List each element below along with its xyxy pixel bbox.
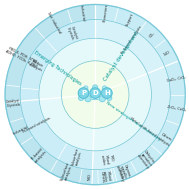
- Circle shape: [85, 96, 91, 102]
- Circle shape: [79, 95, 84, 100]
- Circle shape: [84, 86, 88, 90]
- Circle shape: [61, 61, 129, 128]
- Circle shape: [101, 88, 112, 98]
- Text: Mixed
oxides: Mixed oxides: [102, 170, 112, 183]
- Circle shape: [90, 88, 100, 98]
- Circle shape: [93, 85, 98, 90]
- Text: Promoters: Promoters: [103, 3, 109, 22]
- Text: Catalyst
Crystals: Catalyst Crystals: [5, 98, 21, 108]
- Text: New strategies and chemistry: New strategies and chemistry: [105, 101, 161, 141]
- Text: Subsurface
catalysis: Subsurface catalysis: [70, 147, 84, 168]
- Wedge shape: [95, 19, 165, 74]
- Text: IMO: IMO: [87, 174, 92, 180]
- Text: Catalyst
Crystals: Catalyst Crystals: [65, 25, 78, 41]
- Text: Industrial: Industrial: [12, 125, 29, 136]
- Text: Industrial: Industrial: [79, 4, 86, 22]
- Text: Pt-based catalysts: Pt-based catalysts: [121, 25, 143, 55]
- Text: FBD-4, PDH, STAR,
ADHO, FCDh, K-PRO: FBD-4, PDH, STAR, ADHO, FCDh, K-PRO: [4, 45, 39, 69]
- Text: Pt-based
catalysts: Pt-based catalysts: [30, 146, 47, 164]
- Text: ZrO₂, CeO₂: ZrO₂, CeO₂: [167, 105, 186, 112]
- Text: Others: Others: [117, 167, 124, 179]
- Text: P: P: [81, 90, 86, 96]
- Text: Others: Others: [100, 171, 105, 183]
- Text: Support: Support: [125, 12, 135, 27]
- Text: Pt-based catalysts: Pt-based catalysts: [22, 116, 51, 134]
- Text: Subsurface
catalysis: Subsurface catalysis: [60, 161, 74, 183]
- Wedge shape: [20, 19, 95, 170]
- Text: Catalyst development: Catalyst development: [102, 31, 139, 82]
- Text: N₂O: N₂O: [163, 50, 171, 57]
- Text: GaOₓ, CrOₓ: GaOₓ, CrOₓ: [166, 75, 186, 83]
- Text: Organo-
metallic
chemistry: Organo- metallic chemistry: [114, 162, 132, 183]
- Text: Metal oxide-based catalysts: Metal oxide-based catalysts: [129, 117, 169, 147]
- Text: IMO
Mixed
oxides: IMO Mixed oxides: [99, 153, 114, 166]
- Circle shape: [107, 95, 112, 100]
- Wedge shape: [95, 5, 179, 94]
- Text: CO₂: CO₂: [148, 31, 156, 39]
- Text: D: D: [92, 90, 98, 96]
- Text: Carbon
catalysts: Carbon catalysts: [28, 58, 45, 72]
- Circle shape: [4, 4, 186, 186]
- Circle shape: [39, 38, 151, 151]
- Wedge shape: [92, 61, 185, 185]
- Text: Emerging Technologies: Emerging Technologies: [33, 50, 82, 87]
- Circle shape: [99, 96, 105, 102]
- Wedge shape: [93, 67, 170, 170]
- Text: H: H: [104, 90, 110, 96]
- Text: Dehydro-
genation
chemistry: Dehydro- genation chemistry: [136, 149, 156, 170]
- Wedge shape: [5, 5, 95, 185]
- Circle shape: [102, 86, 107, 90]
- Text: Others: Others: [160, 132, 172, 142]
- Circle shape: [78, 88, 89, 98]
- Text: Not industrial: Not industrial: [46, 12, 62, 35]
